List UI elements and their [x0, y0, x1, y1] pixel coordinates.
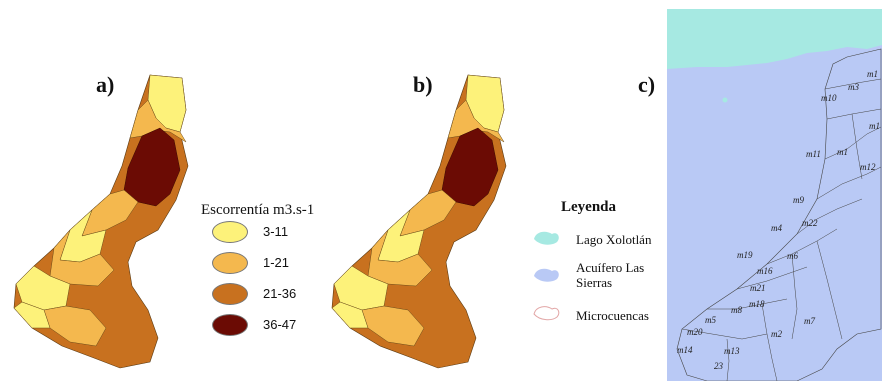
map-a-core	[123, 127, 181, 207]
microbasin-legend-label: Microcuencas	[576, 308, 649, 323]
map-a-upper-mid	[129, 99, 187, 143]
runoff-swatch-3	[212, 283, 248, 305]
mb-label-m1-right: m1	[869, 121, 880, 131]
panel-label-c: c)	[638, 72, 656, 97]
mb-label-m5: m5	[705, 315, 716, 325]
mb-label-m18: m18	[749, 299, 765, 309]
map-b-south-mid	[361, 305, 425, 347]
runoff-class-label-3: 21-36	[263, 286, 297, 301]
mb-label-m3: m3	[848, 82, 859, 92]
lake-legend-symbol	[534, 231, 559, 245]
mb-label-m1-center: m1	[837, 147, 848, 157]
panel-label-a: a)	[96, 72, 115, 97]
runoff-legend-title: Escorrentía m3.s-1	[201, 202, 315, 218]
aquifer-legend-symbol	[534, 268, 559, 282]
mb-label-m2: m2	[771, 329, 782, 339]
mb-label-m21: m21	[750, 283, 766, 293]
mb-label-m19: m19	[737, 250, 753, 260]
mb-label-m8: m8	[731, 305, 742, 315]
mb-label-m22: m22	[802, 218, 818, 228]
map-b-core	[441, 127, 499, 207]
runoff-swatch-1	[212, 221, 248, 243]
mb-label-m4: m4	[771, 223, 782, 233]
mb-label-m9: m9	[793, 195, 804, 205]
mb-label-23: 23	[714, 361, 724, 371]
microbasin-legend-symbol	[533, 306, 560, 321]
panel-label-b: b)	[413, 72, 433, 97]
mb-label-m6: m6	[787, 251, 798, 261]
runoff-class-label-1: 3-11	[263, 224, 289, 239]
map-b-tip-light	[331, 301, 369, 329]
mb-label-m14: m14	[677, 345, 693, 355]
mb-label-m20: m20	[687, 327, 703, 337]
lake-xolotlan	[667, 9, 882, 69]
lake-legend-label: Lago Xolotlán	[576, 232, 652, 247]
runoff-map-a	[13, 74, 189, 369]
mb-label-m10: m10	[821, 93, 837, 103]
map-legend-title: Leyenda	[561, 199, 617, 215]
mb-label-m1-top: m1	[867, 69, 878, 79]
runoff-swatch-4	[212, 314, 248, 336]
runoff-class-label-4: 36-47	[263, 317, 297, 332]
runoff-map-b	[331, 74, 507, 369]
mb-label-m12: m12	[860, 162, 876, 172]
aquifer-legend-label: Acuífero Las Sierras	[576, 260, 645, 290]
runoff-class-label-2: 1-21	[263, 255, 290, 270]
microbasin-map: m1 m3 m10 m1 m11 m1 m12 m9 m22 m4 m19 m6…	[667, 9, 882, 381]
map-a-tip-light	[13, 301, 51, 329]
mb-label-m7: m7	[804, 316, 815, 326]
mb-label-m11: m11	[806, 149, 821, 159]
map-a-south-mid	[43, 305, 107, 347]
microbasin-boundaries	[681, 78, 882, 381]
mb-label-m13: m13	[724, 346, 740, 356]
mb-label-m16: m16	[757, 266, 773, 276]
runoff-swatch-2	[212, 252, 248, 274]
map-b-upper-mid	[447, 99, 505, 143]
